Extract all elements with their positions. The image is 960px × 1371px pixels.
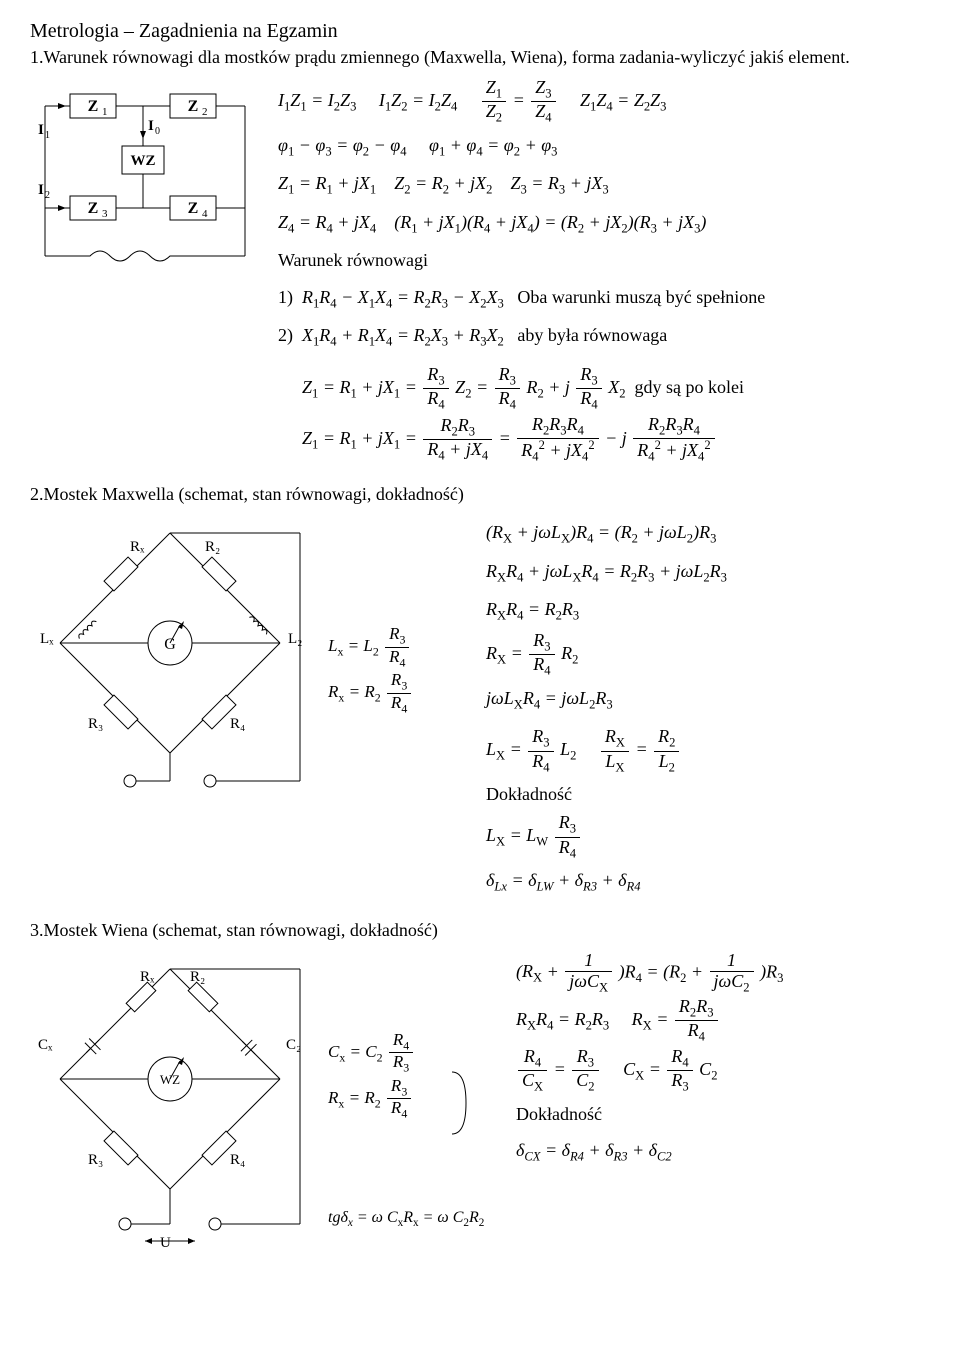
svg-text:Z: Z — [88, 200, 99, 217]
accuracy-label-2: Dokładność — [486, 777, 930, 811]
svg-text:Z: Z — [88, 98, 99, 115]
svg-text:R₂: R₂ — [205, 539, 220, 555]
svg-text:Z: Z — [188, 98, 199, 115]
svg-text:R₃: R₃ — [88, 1152, 103, 1168]
maxwell-embedded-formulas: Lx = L2 R3R4 Rx = R2 R3R4 — [328, 513, 468, 717]
svg-text:R₃: R₃ — [88, 716, 103, 732]
svg-text:I: I — [148, 118, 154, 134]
svg-text:2: 2 — [202, 106, 208, 118]
question-2: 2.Mostek Maxwella (schemat, stan równowa… — [30, 484, 930, 505]
bridge-schematic-1: Z1 Z2 Z3 Z4 WZ I1 — [30, 76, 260, 286]
svg-text:I: I — [38, 122, 44, 138]
svg-text:U: U — [160, 1235, 171, 1251]
maxwell-bridge-diagram: Rₓ R₂ R₃ R₄ Lₓ L₂ G — [30, 513, 310, 813]
section-1: Z1 Z2 Z3 Z4 WZ I1 — [30, 76, 930, 466]
svg-text:Rₓ: Rₓ — [130, 539, 145, 555]
accuracy-label-3: Dokładność — [516, 1097, 930, 1131]
section-1-equations: I1Z1 = I2Z3 I1Z2 = I2Z4 Z1Z2 = Z3Z4 Z1Z4… — [278, 76, 930, 466]
section-2-equations: (RX + jωLX)R4 = (R2 + jωL2)R3 RXR4 + jωL… — [486, 513, 930, 901]
wien-embedded-formulas: Cx = C2 R4R3 Rx = R2 R3R4 tgδx = ω CxRx … — [328, 949, 498, 1236]
svg-text:Cₓ: Cₓ — [38, 1037, 53, 1053]
svg-text:2: 2 — [45, 190, 50, 201]
svg-text:3: 3 — [102, 208, 108, 220]
svg-text:1: 1 — [45, 130, 50, 141]
svg-text:4: 4 — [202, 208, 208, 220]
svg-text:R₄: R₄ — [230, 716, 245, 732]
balance-condition-label: Warunek równowagi — [278, 243, 930, 277]
wien-bridge-diagram: Rₓ R₂ R₃ R₄ Cₓ C₂ WZ — [30, 949, 310, 1259]
section-2: Rₓ R₂ R₃ R₄ Lₓ L₂ G Lx = L2 — [30, 513, 930, 901]
svg-text:G: G — [164, 636, 176, 653]
question-1: 1.Warunek równowagi dla mostków prądu zm… — [30, 47, 930, 68]
svg-text:Lₓ: Lₓ — [40, 631, 54, 647]
svg-text:Z: Z — [188, 200, 199, 217]
svg-text:R₄: R₄ — [230, 1152, 245, 1168]
svg-text:WZ: WZ — [130, 153, 155, 169]
svg-text:1: 1 — [102, 106, 108, 118]
section-3-equations: (RX + 1jωCX )R4 = (R2 + 1jωC2 )R3 RXR4 =… — [516, 949, 930, 1172]
svg-text:Rₓ: Rₓ — [140, 969, 155, 985]
svg-text:I: I — [38, 182, 44, 198]
page-title: Metrologia – Zagadnienia na Egzamin — [30, 20, 930, 43]
section-3: Rₓ R₂ R₃ R₄ Cₓ C₂ WZ — [30, 949, 930, 1259]
svg-text:WZ: WZ — [160, 1072, 180, 1087]
svg-text:R₂: R₂ — [190, 969, 205, 985]
svg-text:C₂: C₂ — [286, 1037, 301, 1053]
svg-text:0: 0 — [155, 126, 160, 137]
question-3: 3.Mostek Wiena (schemat, stan równowagi,… — [30, 920, 930, 941]
